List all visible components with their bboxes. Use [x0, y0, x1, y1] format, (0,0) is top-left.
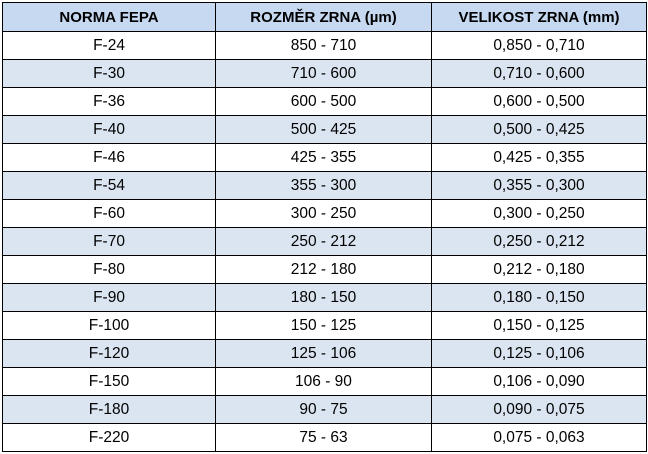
cell-grain-size-um: 180 - 150	[215, 283, 432, 312]
cell-grain-size-mm: 0,180 - 0,150	[431, 283, 647, 312]
table-body: F-24 850 - 710 0,850 - 0,710 F-30 710 - …	[2, 31, 647, 452]
cell-grain-size-mm: 0,090 - 0,075	[431, 395, 647, 424]
cell-grain-size-mm: 0,425 - 0,355	[431, 143, 647, 172]
table-row: F-46 425 - 355 0,425 - 0,355	[2, 143, 647, 172]
cell-fepa-norm: F-54	[2, 171, 216, 200]
table-row: F-30 710 - 600 0,710 - 0,600	[2, 59, 647, 88]
cell-grain-size-um: 125 - 106	[215, 339, 432, 368]
cell-grain-size-um: 300 - 250	[215, 199, 432, 228]
cell-fepa-norm: F-80	[2, 255, 216, 284]
table-row: F-100 150 - 125 0,150 - 0,125	[2, 311, 647, 340]
cell-grain-size-um: 355 - 300	[215, 171, 432, 200]
table-row: F-150 106 - 90 0,106 - 0,090	[2, 367, 647, 396]
cell-grain-size-um: 500 - 425	[215, 115, 432, 144]
cell-grain-size-um: 90 - 75	[215, 395, 432, 424]
header-row: NORMA FEPA ROZMĚR ZRNA (µm) VELIKOST ZRN…	[2, 2, 647, 32]
table-header: NORMA FEPA ROZMĚR ZRNA (µm) VELIKOST ZRN…	[2, 2, 647, 32]
cell-fepa-norm: F-100	[2, 311, 216, 340]
table-row: F-54 355 - 300 0,355 - 0,300	[2, 171, 647, 200]
cell-grain-size-mm: 0,075 - 0,063	[431, 423, 647, 452]
cell-fepa-norm: F-36	[2, 87, 216, 116]
table-row: F-40 500 - 425 0,500 - 0,425	[2, 115, 647, 144]
cell-grain-size-um: 250 - 212	[215, 227, 432, 256]
table-row: F-80 212 - 180 0,212 - 0,180	[2, 255, 647, 284]
cell-grain-size-mm: 0,150 - 0,125	[431, 311, 647, 340]
header-fepa-norm: NORMA FEPA	[2, 2, 216, 32]
cell-grain-size-um: 600 - 500	[215, 87, 432, 116]
table-row: F-60 300 - 250 0,300 - 0,250	[2, 199, 647, 228]
cell-grain-size-um: 106 - 90	[215, 367, 432, 396]
cell-grain-size-mm: 0,250 - 0,212	[431, 227, 647, 256]
cell-grain-size-um: 150 - 125	[215, 311, 432, 340]
cell-fepa-norm: F-70	[2, 227, 216, 256]
cell-fepa-norm: F-24	[2, 31, 216, 60]
header-grain-size-um: ROZMĚR ZRNA (µm)	[215, 2, 432, 32]
cell-grain-size-um: 710 - 600	[215, 59, 432, 88]
cell-grain-size-mm: 0,300 - 0,250	[431, 199, 647, 228]
cell-grain-size-mm: 0,212 - 0,180	[431, 255, 647, 284]
cell-grain-size-um: 75 - 63	[215, 423, 432, 452]
table-row: F-24 850 - 710 0,850 - 0,710	[2, 31, 647, 60]
cell-grain-size-mm: 0,600 - 0,500	[431, 87, 647, 116]
cell-fepa-norm: F-40	[2, 115, 216, 144]
cell-grain-size-mm: 0,125 - 0,106	[431, 339, 647, 368]
cell-fepa-norm: F-90	[2, 283, 216, 312]
cell-fepa-norm: F-150	[2, 367, 216, 396]
cell-grain-size-um: 425 - 355	[215, 143, 432, 172]
cell-grain-size-um: 850 - 710	[215, 31, 432, 60]
cell-fepa-norm: F-120	[2, 339, 216, 368]
cell-fepa-norm: F-46	[2, 143, 216, 172]
cell-grain-size-mm: 0,106 - 0,090	[431, 367, 647, 396]
table-row: F-70 250 - 212 0,250 - 0,212	[2, 227, 647, 256]
header-grain-size-mm: VELIKOST ZRNA (mm)	[431, 2, 647, 32]
table-row: F-120 125 - 106 0,125 - 0,106	[2, 339, 647, 368]
cell-grain-size-mm: 0,850 - 0,710	[431, 31, 647, 60]
cell-fepa-norm: F-180	[2, 395, 216, 424]
table-row: F-90 180 - 150 0,180 - 0,150	[2, 283, 647, 312]
table-row: F-36 600 - 500 0,600 - 0,500	[2, 87, 647, 116]
cell-grain-size-mm: 0,500 - 0,425	[431, 115, 647, 144]
cell-grain-size-mm: 0,710 - 0,600	[431, 59, 647, 88]
cell-grain-size-um: 212 - 180	[215, 255, 432, 284]
cell-fepa-norm: F-220	[2, 423, 216, 452]
table-row: F-180 90 - 75 0,090 - 0,075	[2, 395, 647, 424]
table-row: F-220 75 - 63 0,075 - 0,063	[2, 423, 647, 452]
cell-grain-size-mm: 0,355 - 0,300	[431, 171, 647, 200]
cell-fepa-norm: F-30	[2, 59, 216, 88]
cell-fepa-norm: F-60	[2, 199, 216, 228]
